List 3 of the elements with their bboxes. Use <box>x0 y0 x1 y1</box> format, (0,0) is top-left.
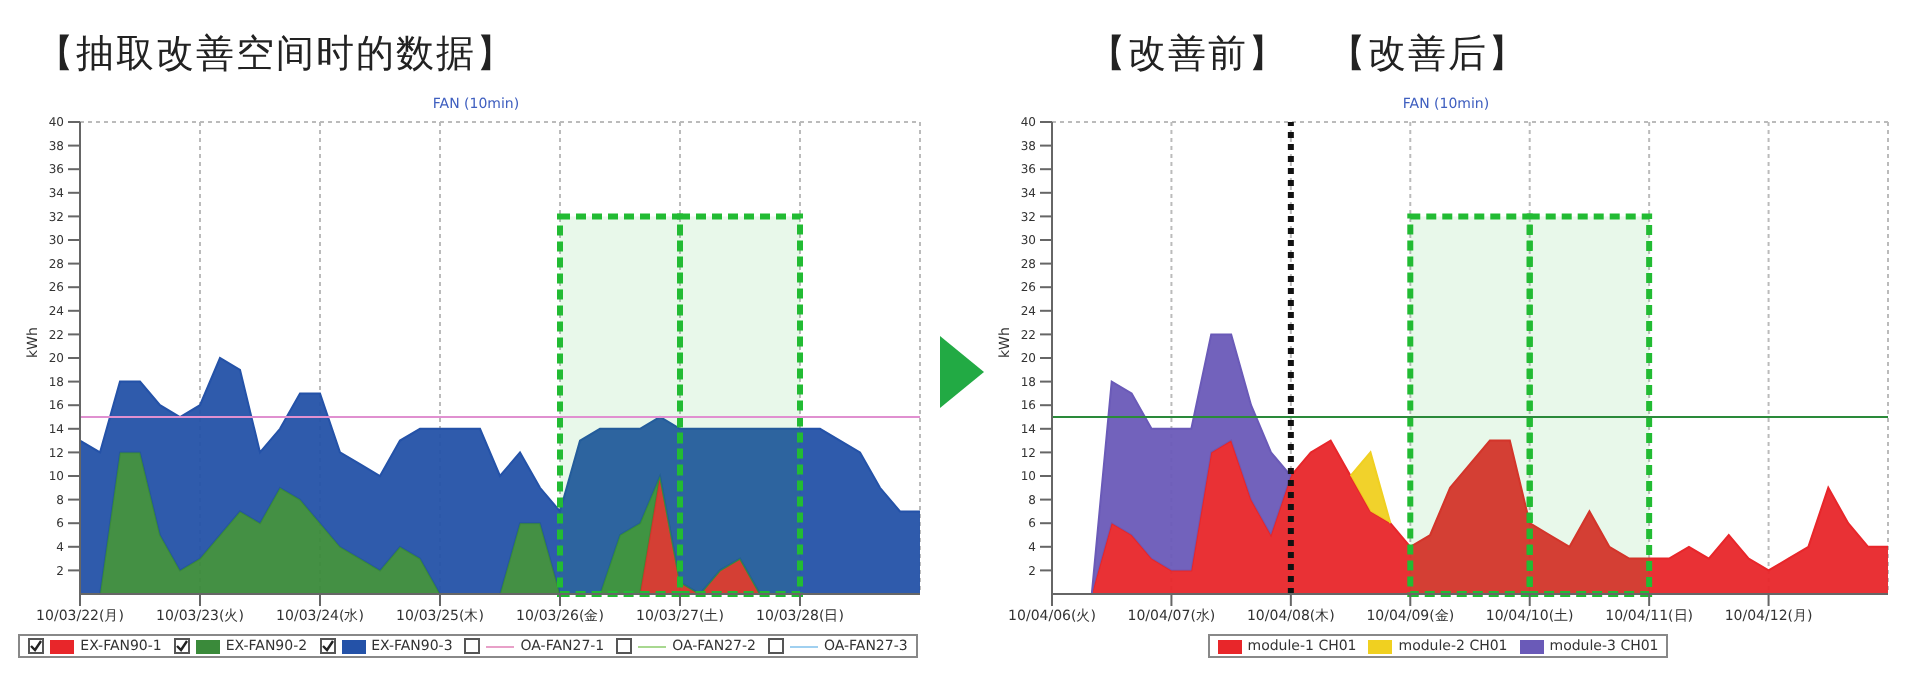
text: 【改善前】 <box>1088 30 1288 80</box>
chart-title: 【抽取改善空间时的数据】 <box>36 30 516 80</box>
text: 【改善后】 <box>1328 30 1528 80</box>
